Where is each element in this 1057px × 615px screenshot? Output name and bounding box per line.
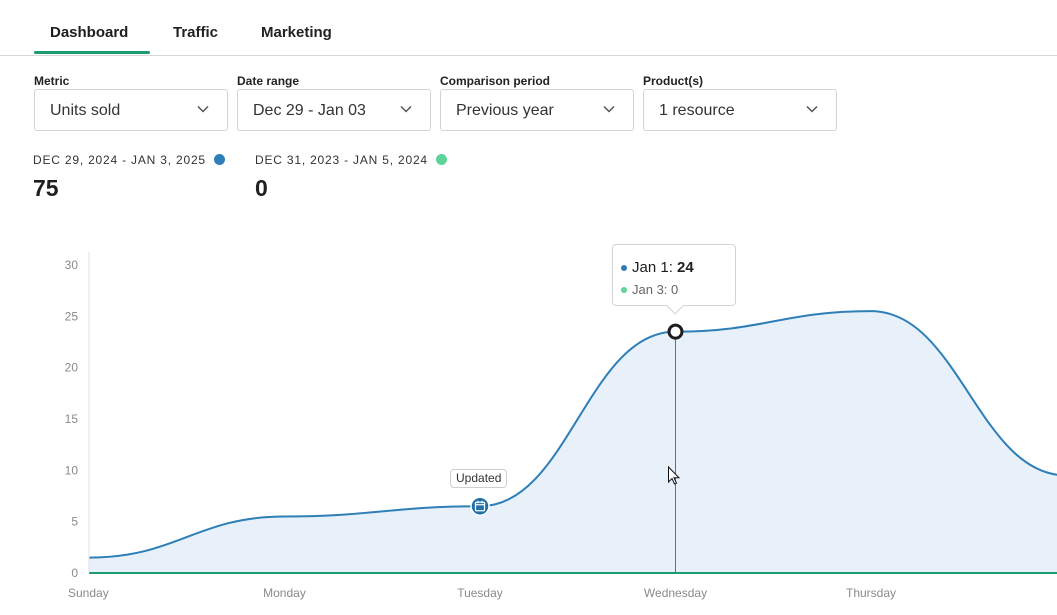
y-tick-label: 25 [65,309,79,323]
date-range-select[interactable]: Dec 29 - Jan 03 [237,89,431,131]
metric-select[interactable]: Units sold [34,89,228,131]
products-label: Product(s) [643,74,703,88]
current-period-value: 75 [33,175,59,201]
date-range-label: Date range [237,74,300,88]
comparison-period-select[interactable]: Previous year [440,89,634,131]
products-filter: Product(s) 1 resource [643,74,837,131]
date-range-filter: Date range Dec 29 - Jan 03 [237,74,431,131]
tab-dashboard[interactable]: Dashboard [50,24,129,41]
comparison-period-value: 0 [255,175,268,201]
updated-annotation-label: Updated [450,469,508,488]
tab-bar: Dashboard Traffic Marketing [0,0,1057,56]
y-tick-label: 10 [65,463,79,477]
chevron-down-icon [400,105,412,113]
tooltip-primary-row: Jan 1: 24 [621,259,694,276]
x-tick-label: Wednesday [644,586,707,600]
tab-marketing[interactable]: Marketing [261,24,332,41]
current-period-range: DEC 29, 2024 - JAN 3, 2025 [33,153,206,167]
chevron-down-icon [806,105,818,113]
highlighted-data-point[interactable] [667,323,684,340]
tooltip-secondary-dot [621,287,627,293]
series-area-fill [89,311,1057,573]
y-tick-label: 15 [65,412,79,426]
y-tick-label: 20 [65,361,79,375]
comparison-period-range: DEC 31, 2023 - JAN 5, 2024 [255,153,428,167]
chart-tooltip: Jan 1: 24 Jan 3: 0 [612,244,736,315]
chevron-down-icon [197,105,209,113]
tooltip-primary-label: Jan 1: [632,259,678,276]
mouse-cursor-icon [668,465,681,485]
x-tick-label: Sunday [68,586,109,600]
date-range-value: Dec 29 - Jan 03 [253,102,366,119]
tooltip-primary-dot [621,265,627,271]
comparison-period-dot [435,154,447,165]
tab-traffic[interactable]: Traffic [173,24,219,41]
metric-value: Units sold [50,102,121,119]
tooltip-secondary-value: 0 [671,282,679,297]
units-sold-chart: 0 5 10 15 20 25 30 Sunday Monday Tuesday Wednesda… [65,252,1057,600]
tooltip-secondary-row: Jan 3: 0 [621,282,679,297]
products-select[interactable]: 1 resource [643,89,837,131]
tooltip-secondary-label: Jan 3: [632,282,672,297]
comparison-period-summary: DEC 31, 2023 - JAN 5, 2024 0 [255,151,447,201]
calendar-icon[interactable] [470,496,490,516]
y-tick-label: 0 [71,566,78,580]
primary-series-line [88,310,1057,559]
chevron-down-icon [603,105,615,113]
comparison-period-label: Comparison period [440,74,551,88]
x-tick-label: Tuesday [457,586,503,600]
y-tick-label: 5 [71,515,78,529]
active-tab-indicator [34,51,150,54]
products-value: 1 resource [659,102,735,119]
x-tick-label: Monday [263,586,306,600]
metric-label: Metric [34,74,70,88]
y-tick-label: 30 [65,258,79,272]
current-period-summary: DEC 29, 2024 - JAN 3, 2025 75 [33,151,225,201]
x-tick-label: Thursday [846,586,896,600]
comparison-period-value: Previous year [456,102,554,119]
current-period-dot [213,154,225,165]
tooltip-primary-value: 24 [677,259,694,276]
comparison-period-filter: Comparison period Previous year [440,74,634,131]
metric-filter: Metric Units sold [34,74,228,131]
